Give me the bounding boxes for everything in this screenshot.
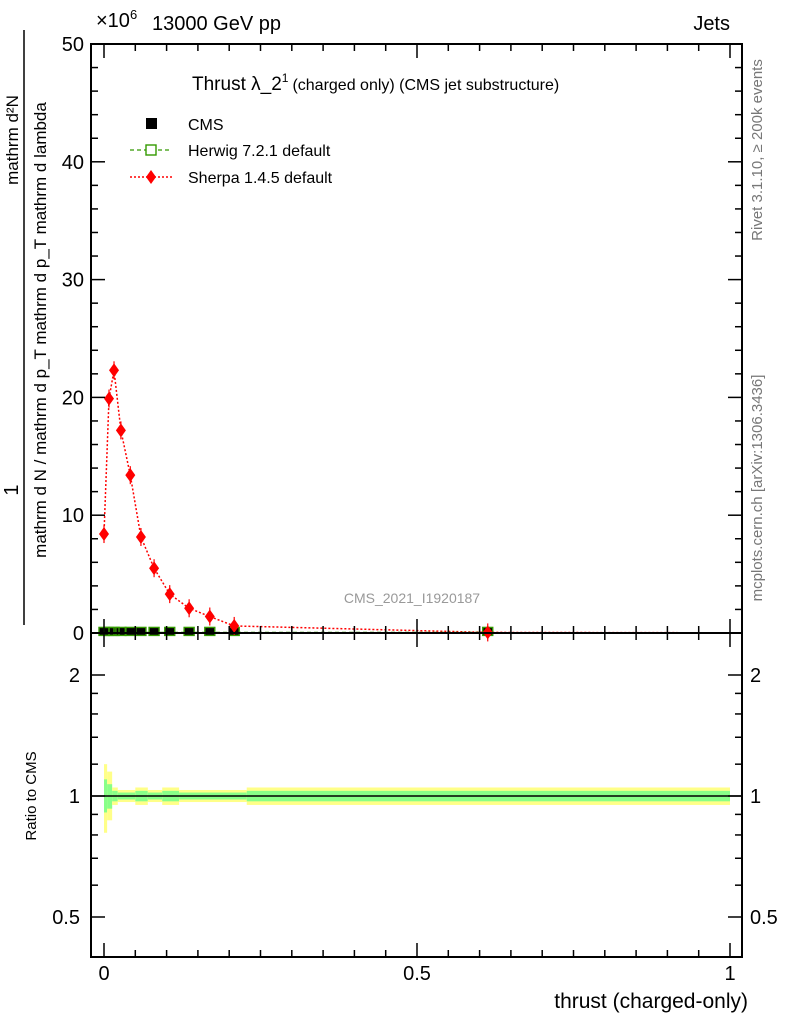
sherpa-point — [184, 601, 195, 616]
y-tick-label: 30 — [62, 270, 84, 292]
y-label-denominator: mathrm d N / mathrm d p_T mathrm d p_T m… — [31, 102, 50, 558]
legend-herwig-marker — [145, 144, 157, 156]
sherpa-point — [164, 587, 175, 602]
y-axis-label: mathrm d²N 1 mathrm d N / mathrm d p_T m… — [1, 30, 50, 625]
sherpa-point — [109, 363, 120, 378]
herwig-point — [108, 626, 120, 637]
cms-point — [164, 627, 175, 636]
y-tick-label: 40 — [62, 152, 84, 174]
y-label-numerator: mathrm d²N — [3, 95, 22, 185]
legend-cms-marker — [146, 118, 157, 129]
process-label: Jets — [693, 13, 730, 35]
y-tick-label: 50 — [62, 34, 84, 56]
ratio-y-tick-label-right: 1 — [750, 786, 761, 808]
cms-point — [184, 627, 195, 636]
chart-title: Thrust λ_21 (charged only) (CMS jet subst… — [192, 71, 559, 95]
ratio-y-tick-label: 1 — [69, 786, 80, 808]
sherpa-point — [204, 609, 215, 624]
ratio-y-tick-label-right: 0.5 — [750, 907, 778, 929]
herwig-point — [204, 626, 216, 637]
cms-point — [115, 627, 126, 636]
legend-sherpa: Sherpa 1.4.5 default — [188, 170, 333, 187]
legend: CMS Herwig 7.2.1 default Sherpa 1.4.5 de… — [130, 117, 333, 187]
cms-point — [204, 627, 215, 636]
herwig-point — [183, 626, 195, 637]
ratio-y-label: Ratio to CMS — [23, 751, 40, 840]
y-tick-label: 10 — [62, 505, 84, 527]
x-tick-label: 0.5 — [403, 963, 431, 985]
legend-herwig: Herwig 7.2.1 default — [188, 143, 331, 160]
sherpa-point — [99, 527, 109, 542]
x-tick-label: 1 — [724, 963, 735, 985]
y-label-prefix: 1 — [1, 484, 23, 495]
energy-label: 13000 GeV pp — [152, 13, 281, 35]
rivet-version: Rivet 3.1.10, ≥ 200k events — [749, 59, 766, 241]
ratio-y-tick-label: 2 — [69, 665, 80, 687]
herwig-point — [164, 626, 176, 637]
sherpa-point — [149, 561, 160, 576]
x-axis-label: thrust (charged-only) — [554, 990, 748, 1013]
sherpa-point — [229, 618, 240, 633]
legend-cms: CMS — [188, 117, 224, 134]
ratio-bands — [91, 764, 742, 833]
analysis-watermark: CMS_2021_I1920187 — [344, 590, 480, 606]
x-tick-label: 0 — [98, 963, 109, 985]
cms-point — [135, 627, 146, 636]
sherpa-point — [104, 391, 115, 406]
y-tick-label: 0 — [73, 623, 84, 645]
cms-point — [125, 627, 136, 636]
y-tick-label: 20 — [62, 387, 84, 409]
sherpa-point — [135, 529, 146, 544]
sherpa-point — [125, 468, 136, 483]
sherpa-point — [115, 423, 126, 438]
legend-sherpa-marker — [146, 170, 156, 184]
ratio-y-tick-label: 0.5 — [52, 907, 80, 929]
ratio-y-tick-label-right: 2 — [750, 665, 761, 687]
mcplots-credit: mcplots.cern.ch [arXiv:1306.3436] — [749, 375, 766, 602]
cms-point — [149, 627, 160, 636]
exponent-label: ×106 — [96, 7, 137, 32]
herwig-point — [148, 626, 160, 637]
